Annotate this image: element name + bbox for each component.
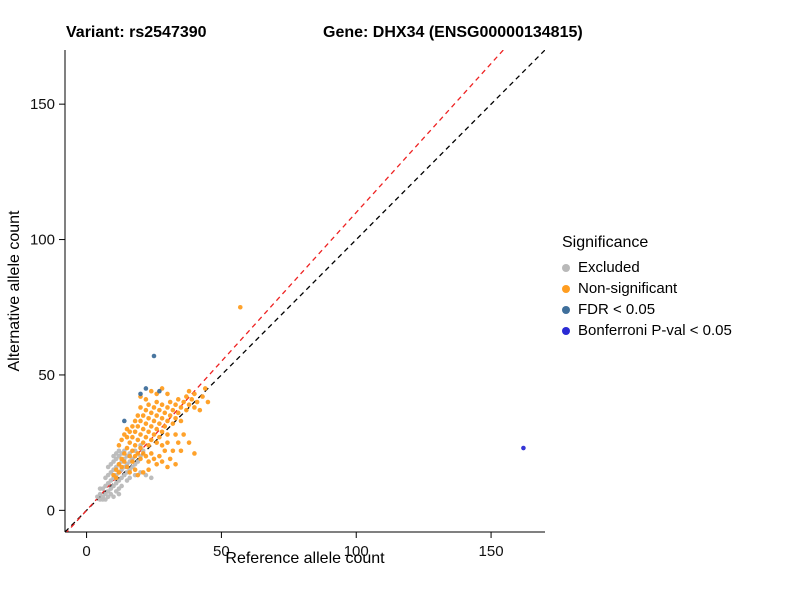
svg-text:0: 0 <box>82 543 90 560</box>
svg-text:100: 100 <box>344 543 369 560</box>
legend-item-label: Bonferroni P-val < 0.05 <box>578 322 732 339</box>
legend-item: Excluded <box>562 257 732 278</box>
legend-item: FDR < 0.05 <box>562 299 732 320</box>
legend-dot <box>562 284 570 293</box>
gene-title: Gene: DHX34 (ENSG00000134815) <box>323 24 583 41</box>
legend-item: Bonferroni P-val < 0.05 <box>562 320 732 341</box>
svg-text:100: 100 <box>30 232 55 249</box>
y-axis-label: Alternative allele count <box>6 210 23 372</box>
svg-text:150: 150 <box>30 96 55 113</box>
svg-text:0: 0 <box>47 502 55 519</box>
svg-text:150: 150 <box>479 543 504 560</box>
legend-dot <box>562 326 570 335</box>
legend-item: Non-significant <box>562 278 732 299</box>
legend-title: Significance <box>562 234 649 251</box>
legend-dot <box>562 305 570 314</box>
variant-title: Variant: rs2547390 <box>66 24 207 41</box>
svg-text:50: 50 <box>38 367 55 384</box>
legend-item-label: Excluded <box>578 259 640 276</box>
legend-dot <box>562 263 570 272</box>
legend-item-label: Non-significant <box>578 280 678 297</box>
legend-item-label: FDR < 0.05 <box>578 301 656 318</box>
x-axis-label: Reference allele count <box>225 550 385 567</box>
legend: Significance Excluded Non-significant FD… <box>562 234 732 341</box>
svg-text:50: 50 <box>213 543 230 560</box>
